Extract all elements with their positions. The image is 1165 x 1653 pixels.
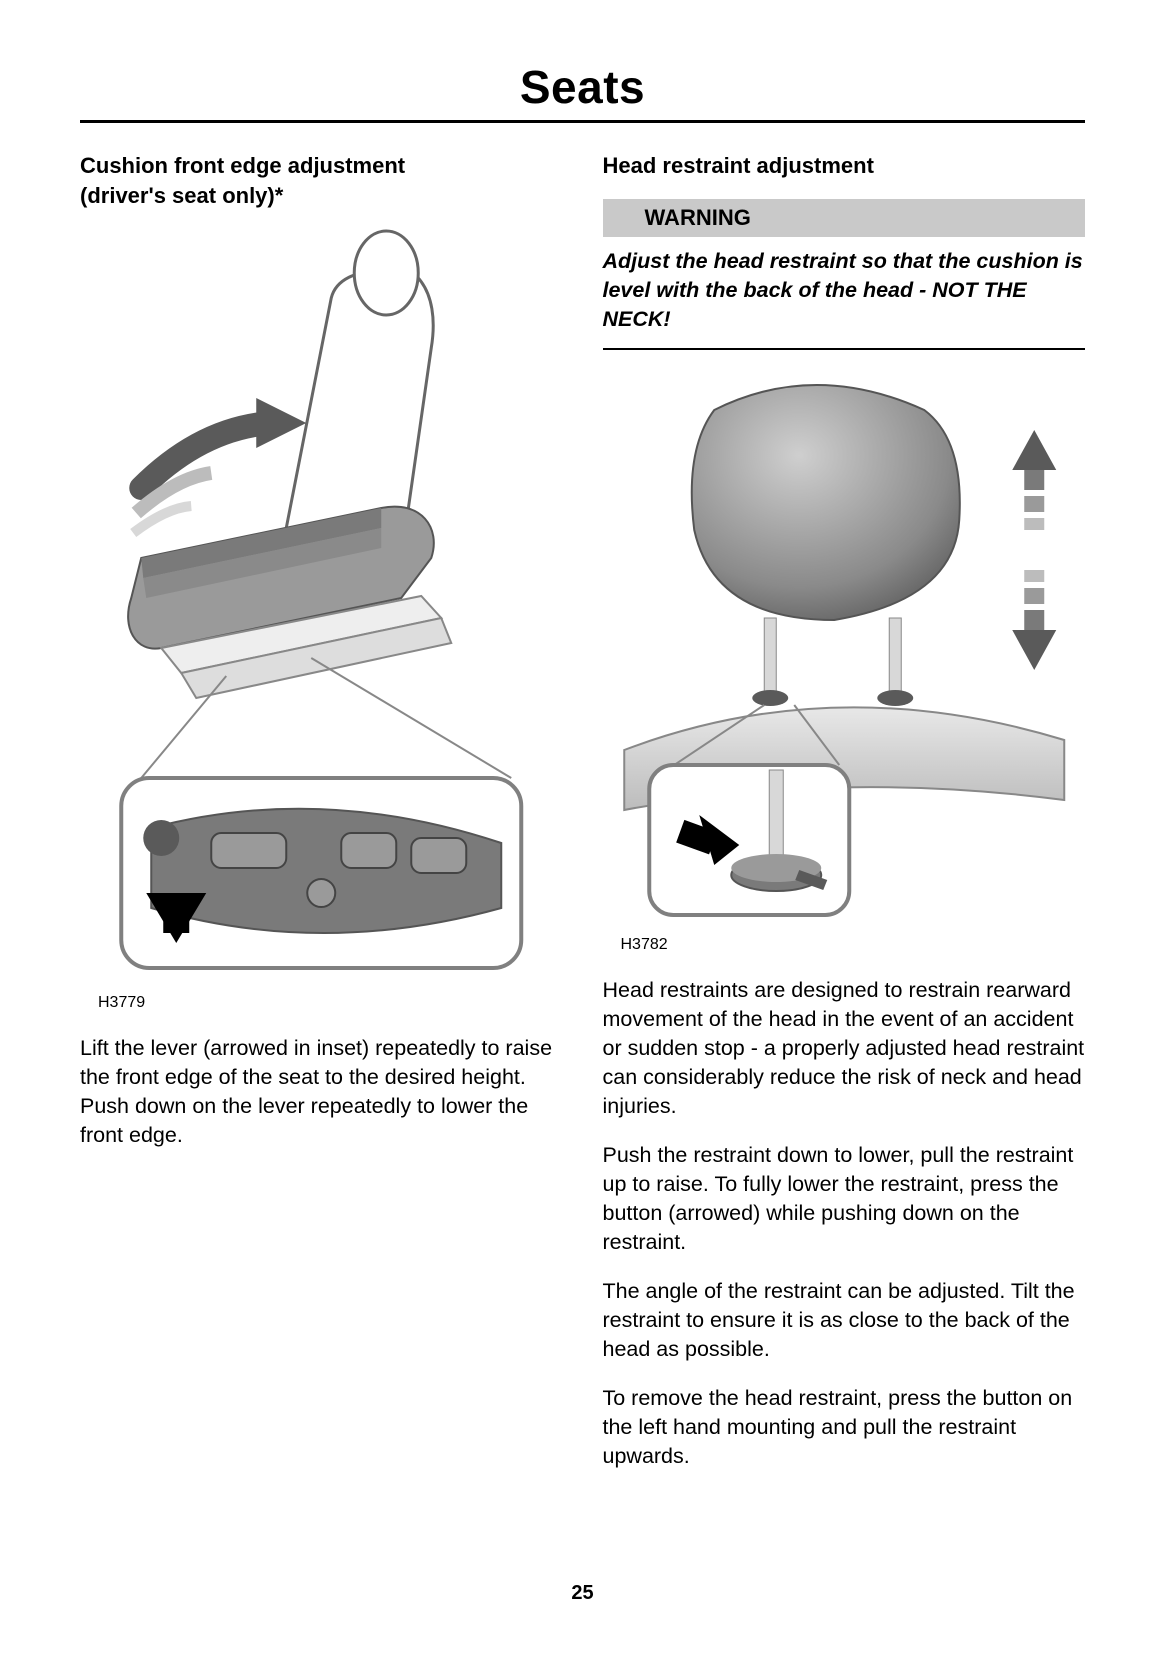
cushion-body-text: Lift the lever (arrowed in inset) repeat…	[80, 1034, 563, 1150]
headrestraint-p2: Push the restraint down to lower, pull t…	[603, 1141, 1086, 1257]
headrestraint-p4: To remove the head restraint, press the …	[603, 1384, 1086, 1471]
headrestraint-p1: Head restraints are designed to restrain…	[603, 976, 1086, 1121]
tilt-arrow-icon	[133, 398, 306, 533]
cushion-heading-line2: (driver's seat only)	[80, 183, 275, 208]
headrestraint-heading: Head restraint adjustment	[603, 151, 1086, 181]
right-column: Head restraint adjustment WARNING Adjust…	[603, 151, 1086, 1491]
asterisk-icon: *	[275, 183, 284, 208]
headrest-illustration	[603, 370, 1086, 930]
warning-label: WARNING	[603, 199, 1086, 237]
left-column: Cushion front edge adjustment (driver's …	[80, 151, 563, 1491]
two-column-layout: Cushion front edge adjustment (driver's …	[80, 151, 1085, 1491]
updown-arrow-icon	[1012, 430, 1056, 670]
page-title: Seats	[80, 60, 1085, 123]
headrestraint-figure-id: H3782	[621, 936, 1086, 954]
headrestraint-p3: The angle of the restraint can be adjust…	[603, 1277, 1086, 1364]
page-number: 25	[0, 1582, 1165, 1605]
headrestraint-figure: H3782	[603, 370, 1086, 954]
seat-illustration	[80, 228, 563, 988]
cushion-heading: Cushion front edge adjustment (driver's …	[80, 151, 563, 210]
cushion-figure-id: H3779	[98, 994, 563, 1012]
warning-text: Adjust the head restraint so that the cu…	[603, 247, 1086, 350]
cushion-figure: H3779	[80, 228, 563, 1012]
cushion-heading-line1: Cushion front edge adjustment	[80, 153, 405, 178]
